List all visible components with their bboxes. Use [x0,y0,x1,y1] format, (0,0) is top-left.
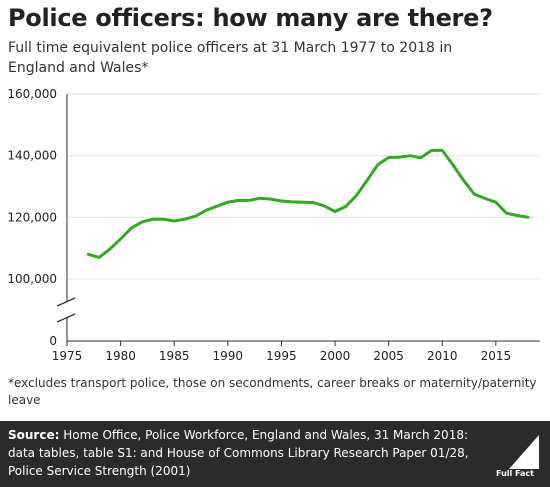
x-tick-label: 1980 [105,349,136,363]
tick-labels: 0 100,000 120,000 140,000 160,000 1975 1980 198… [7,87,511,363]
x-tick-label: 2000 [320,349,351,363]
full-fact-logo-icon: Full Fact [496,435,539,478]
x-tick-label: 1990 [213,349,244,363]
series [86,148,530,259]
y-tick-label: 160,000 [7,87,57,101]
logo-text: Full Fact [496,469,534,478]
grid-lines [67,93,540,280]
x-tick-label: 1975 [52,349,83,363]
axis-break-mark [56,297,76,307]
axes [56,94,540,346]
source-label: Source: [8,428,60,442]
source-bar: Source: Home Office, Police Workforce, E… [0,421,550,487]
x-tick-label: 2005 [373,349,404,363]
x-tick-label: 1985 [159,349,190,363]
chart-subtitle: Full time equivalent police officers at … [8,40,453,76]
y-tick-label: 0 [49,334,57,348]
footnote: *excludes transport police, those on sec… [8,376,537,407]
line-chart: 0 100,000 120,000 140,000 160,000 1975 1980 198… [7,87,540,363]
x-tick-label: 2010 [427,349,458,363]
chart-title: Police officers: how many are there? [8,4,493,32]
y-tick-label: 120,000 [7,210,57,224]
axis-break-mark [56,313,76,323]
source-citation: Source: Home Office, Police Workforce, E… [8,426,486,480]
source-body: Home Office, Police Workforce, England a… [8,428,469,478]
x-tick-label: 2015 [481,349,512,363]
x-tick-label: 1995 [266,349,297,363]
y-tick-label: 100,000 [7,272,57,286]
series-line [86,148,530,259]
y-tick-label: 140,000 [7,149,57,163]
